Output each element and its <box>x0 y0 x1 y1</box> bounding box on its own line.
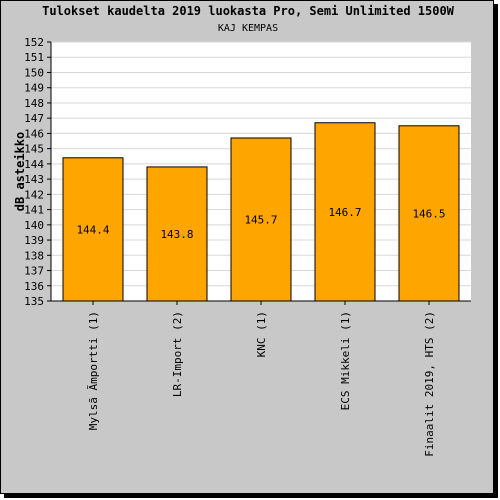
x-category-label: KNC (1) <box>255 311 268 357</box>
bar-value-label: 144.4 <box>76 223 109 236</box>
y-tick-label: 143 <box>24 173 44 186</box>
y-tick-label: 149 <box>24 82 44 95</box>
chart-title: Tulokset kaudelta 2019 luokasta Pro, Sem… <box>42 4 454 18</box>
y-tick-label: 140 <box>24 219 44 232</box>
chart-subtitle: KAJ KEMPAS <box>217 23 279 34</box>
x-category-label: Finaalit 2019, HTS (2) <box>423 311 436 457</box>
y-tick-label: 138 <box>24 249 44 262</box>
y-tick-label: 151 <box>24 51 44 64</box>
bar <box>146 166 208 302</box>
y-tick-label: 136 <box>24 280 44 293</box>
y-tick-label: 150 <box>24 66 44 79</box>
bar-value-label: 143.8 <box>160 228 193 241</box>
bar-chart: 135 136 137 138 139 140 141 142 143 144 145 146 147 1… <box>13 36 471 457</box>
y-tick-label: 152 <box>24 36 44 49</box>
y-tick-label: 135 <box>24 295 44 308</box>
bar <box>398 125 460 302</box>
bar-value-label: 145.7 <box>244 213 277 226</box>
y-tick-label: 147 <box>24 112 44 125</box>
y-tick-label: 148 <box>24 97 44 110</box>
chart-frame: Tulokset kaudelta 2019 luokasta Pro, Sem… <box>0 0 494 494</box>
x-category-label: Mylsã Ãmportti (1) <box>87 311 100 430</box>
y-tick-label: 139 <box>24 234 44 247</box>
y-tick-label: 142 <box>24 188 44 201</box>
x-category-label: LR-Import (2) <box>171 311 184 397</box>
y-tick-label: 145 <box>24 143 44 156</box>
y-tick-label: 141 <box>24 204 44 217</box>
bar-value-label: 146.7 <box>328 206 361 219</box>
y-tick-label: 137 <box>24 265 44 278</box>
x-category-label: ECS Mikkeli (1) <box>339 311 352 410</box>
y-tick-label: 146 <box>24 127 44 140</box>
bar <box>230 137 292 302</box>
y-axis-title: dB asteikko <box>13 132 27 211</box>
bar <box>62 157 124 302</box>
bar-value-label: 146.5 <box>412 207 445 220</box>
y-tick-label: 144 <box>24 158 44 171</box>
